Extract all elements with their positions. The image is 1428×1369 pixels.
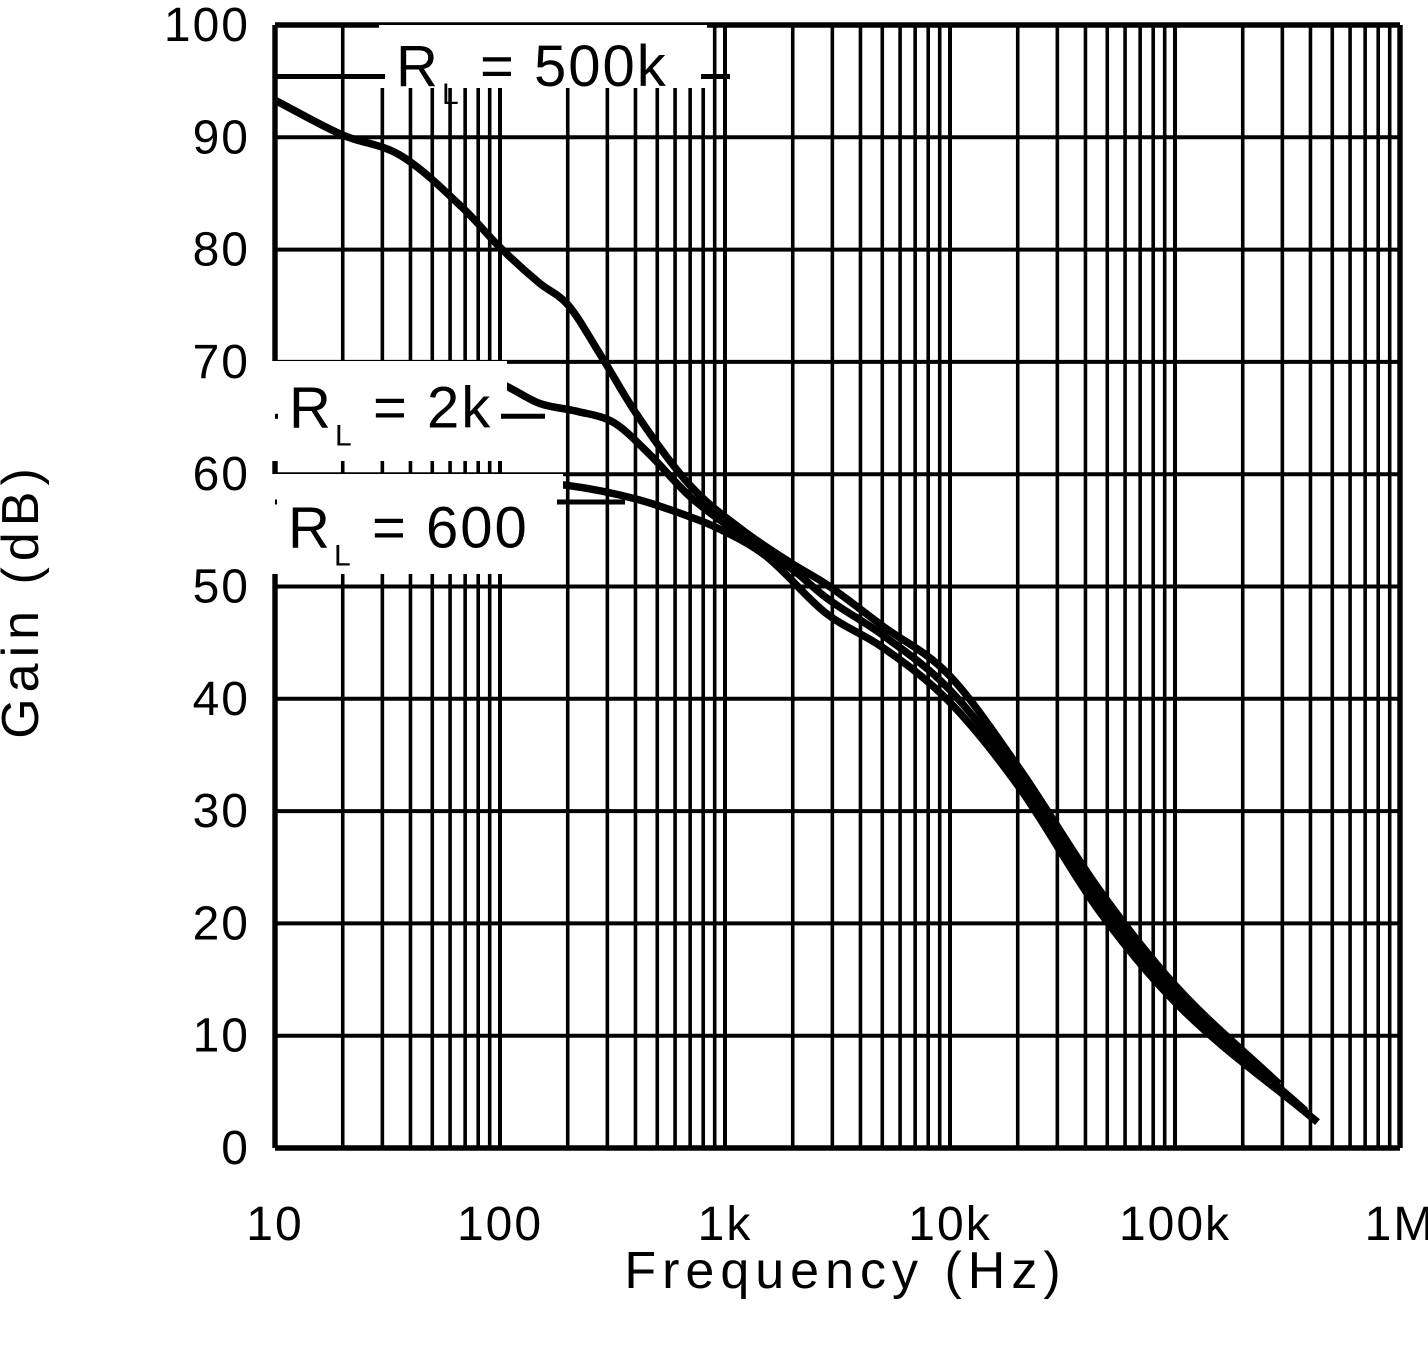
svg-text:Gain (dB): Gain (dB) bbox=[0, 462, 50, 739]
svg-text:30: 30 bbox=[193, 785, 250, 838]
svg-text:40: 40 bbox=[193, 673, 250, 726]
svg-text:60: 60 bbox=[193, 448, 250, 501]
svg-text:100: 100 bbox=[457, 1198, 543, 1251]
svg-text:= 2k: = 2k bbox=[373, 376, 492, 441]
svg-text:20: 20 bbox=[193, 897, 250, 950]
svg-text:R: R bbox=[289, 376, 333, 441]
svg-text:= 500k: = 500k bbox=[480, 34, 668, 99]
svg-text:L: L bbox=[335, 420, 354, 453]
svg-text:R: R bbox=[288, 496, 332, 561]
svg-text:70: 70 bbox=[193, 336, 250, 389]
svg-text:1M: 1M bbox=[1365, 1198, 1428, 1251]
svg-text:10: 10 bbox=[246, 1198, 303, 1251]
svg-text:100: 100 bbox=[164, 0, 250, 52]
svg-text:= 600: = 600 bbox=[372, 496, 529, 561]
svg-text:10: 10 bbox=[193, 1010, 250, 1063]
svg-text:R: R bbox=[396, 34, 440, 99]
svg-text:0: 0 bbox=[221, 1122, 250, 1175]
svg-text:90: 90 bbox=[193, 111, 250, 164]
svg-text:Frequency (Hz): Frequency (Hz) bbox=[624, 1242, 1066, 1300]
svg-text:100k: 100k bbox=[1119, 1198, 1231, 1251]
svg-text:50: 50 bbox=[193, 561, 250, 614]
svg-text:L: L bbox=[334, 540, 353, 573]
svg-text:80: 80 bbox=[193, 224, 250, 277]
svg-text:L: L bbox=[442, 78, 461, 111]
